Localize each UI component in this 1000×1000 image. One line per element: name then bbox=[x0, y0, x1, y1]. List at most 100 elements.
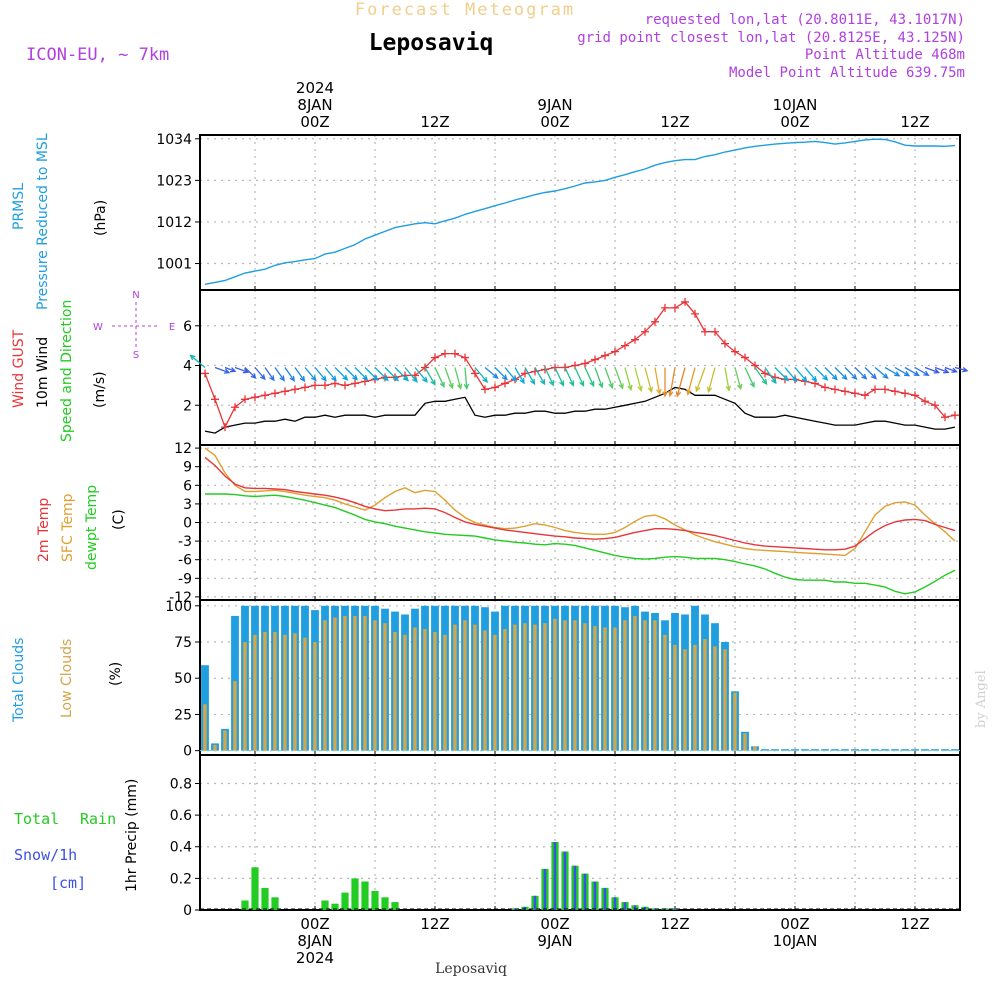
gust-marker bbox=[611, 347, 619, 356]
snow-bar bbox=[513, 908, 517, 910]
wind-direction-arrow bbox=[434, 367, 445, 389]
model-altitude: Model Point Altitude 639.75m bbox=[729, 65, 965, 81]
gust-marker bbox=[241, 395, 249, 404]
y-tick-label: 100 bbox=[165, 599, 192, 615]
low-cloud-bar bbox=[233, 681, 237, 751]
precip-snow-unit: [cm] bbox=[50, 874, 86, 892]
low-cloud-bar bbox=[663, 634, 667, 751]
gust-marker bbox=[931, 401, 939, 410]
rain-bar bbox=[241, 900, 249, 910]
gust-marker bbox=[231, 403, 239, 412]
model-label: ICON-EU, ~ 7km bbox=[26, 45, 169, 65]
prmsl-line bbox=[204, 138, 956, 285]
sfc-label: SFC Temp bbox=[60, 493, 76, 562]
y-tick-label: 0 bbox=[183, 744, 192, 760]
low-cloud-bar bbox=[653, 620, 657, 751]
total-cloud-bar bbox=[791, 749, 799, 751]
rain-bar bbox=[371, 891, 379, 910]
snow-bar bbox=[533, 895, 537, 910]
low-cloud-bar bbox=[493, 634, 497, 751]
low-cloud-bar bbox=[203, 704, 207, 751]
gust-marker bbox=[921, 397, 929, 406]
wind-direction-arrow bbox=[424, 367, 436, 386]
gust-marker bbox=[581, 359, 589, 368]
watermark-title: Forecast Meteogram bbox=[355, 0, 575, 20]
total-cloud-bar bbox=[931, 749, 939, 751]
low-cloud-bar bbox=[473, 624, 477, 751]
top-time-label: 12Z bbox=[420, 113, 449, 131]
low-cloud-bar bbox=[583, 623, 587, 751]
low-cloud-bar bbox=[563, 620, 567, 751]
wind-direction-arrow bbox=[234, 366, 250, 374]
snow-bar bbox=[673, 908, 677, 910]
wind-direction-arrow bbox=[744, 367, 755, 389]
gust-marker bbox=[731, 347, 739, 356]
low-cloud-bar bbox=[383, 623, 387, 751]
gust-marker bbox=[851, 389, 859, 398]
gust-marker bbox=[941, 413, 949, 422]
wind-unit: (m/s) bbox=[92, 371, 108, 408]
wind-direction-arrow bbox=[354, 367, 369, 381]
wind-direction-arrow bbox=[894, 366, 911, 377]
top-time-label: 10JAN bbox=[773, 96, 818, 114]
total-cloud-bar bbox=[761, 749, 769, 751]
low-cloud-bar bbox=[553, 618, 557, 751]
wind-speed-line bbox=[204, 386, 956, 434]
gust-marker bbox=[841, 387, 849, 396]
gust-marker bbox=[281, 387, 289, 396]
prmsl-label: PRMSL bbox=[11, 183, 27, 230]
wind-direction-arrow bbox=[384, 367, 399, 382]
low-cloud-bar bbox=[673, 644, 677, 751]
bottom-time-label: 2024 bbox=[296, 949, 334, 967]
prmsl-long-label: Pressure Reduced to MSL bbox=[35, 133, 51, 310]
wind-direction-arrow bbox=[474, 367, 489, 384]
top-time-label: 12Z bbox=[900, 113, 929, 131]
y-tick-label: -6 bbox=[178, 553, 192, 569]
gust-marker bbox=[541, 365, 549, 374]
compass-n: N bbox=[132, 290, 139, 301]
wind-direction-arrow bbox=[334, 367, 349, 381]
low-cloud-bar bbox=[393, 631, 397, 751]
panel-frame bbox=[199, 289, 961, 446]
gust-marker bbox=[621, 341, 629, 350]
wind-direction-arrow bbox=[594, 367, 604, 389]
gust-marker bbox=[671, 303, 679, 312]
gust-marker bbox=[681, 297, 689, 306]
gust-marker bbox=[741, 353, 749, 362]
low-cloud-bar bbox=[313, 642, 317, 751]
gust-marker bbox=[701, 327, 709, 336]
low-cloud-bar bbox=[373, 620, 377, 751]
requested-coords: requested lon,lat (20.8011E, 43.1017N) bbox=[645, 12, 965, 28]
wind-direction-arrow bbox=[634, 367, 643, 393]
gust-marker bbox=[481, 385, 489, 394]
wind-direction-arrow bbox=[784, 367, 798, 383]
wind-direction-arrow bbox=[554, 367, 565, 387]
bottom-time-label: 00Z bbox=[300, 915, 329, 933]
y-tick-label: 0 bbox=[183, 903, 192, 919]
y-tick-label: 0.8 bbox=[170, 776, 192, 792]
wind-direction-arrow bbox=[484, 367, 499, 379]
rain-bar bbox=[271, 897, 279, 910]
y-tick-label: 0.4 bbox=[170, 840, 192, 856]
rain-bar bbox=[261, 887, 269, 910]
low-cloud-bar bbox=[703, 639, 707, 751]
pressure-unit: (hPa) bbox=[93, 200, 109, 236]
total-cloud-bar bbox=[861, 749, 869, 751]
wind-direction-arrow bbox=[364, 367, 379, 381]
low-clouds-label: Low Clouds bbox=[59, 639, 75, 718]
gust-marker bbox=[501, 379, 509, 388]
low-cloud-bar bbox=[613, 627, 617, 751]
low-cloud-bar bbox=[363, 615, 367, 751]
snow-bar bbox=[563, 851, 567, 910]
wind-direction-arrow bbox=[624, 367, 633, 392]
panel-frame bbox=[199, 754, 961, 911]
wind-direction-arrow bbox=[934, 366, 950, 374]
top-time-label: 12Z bbox=[660, 113, 689, 131]
low-cloud-bar bbox=[413, 627, 417, 751]
snow-bar bbox=[653, 908, 657, 910]
low-cloud-bar bbox=[453, 624, 457, 751]
bottom-time-label: 8JAN bbox=[297, 932, 332, 950]
y-tick-label: 1034 bbox=[156, 132, 192, 148]
gust-marker bbox=[861, 391, 869, 400]
wind-direction-arrow bbox=[414, 367, 428, 383]
